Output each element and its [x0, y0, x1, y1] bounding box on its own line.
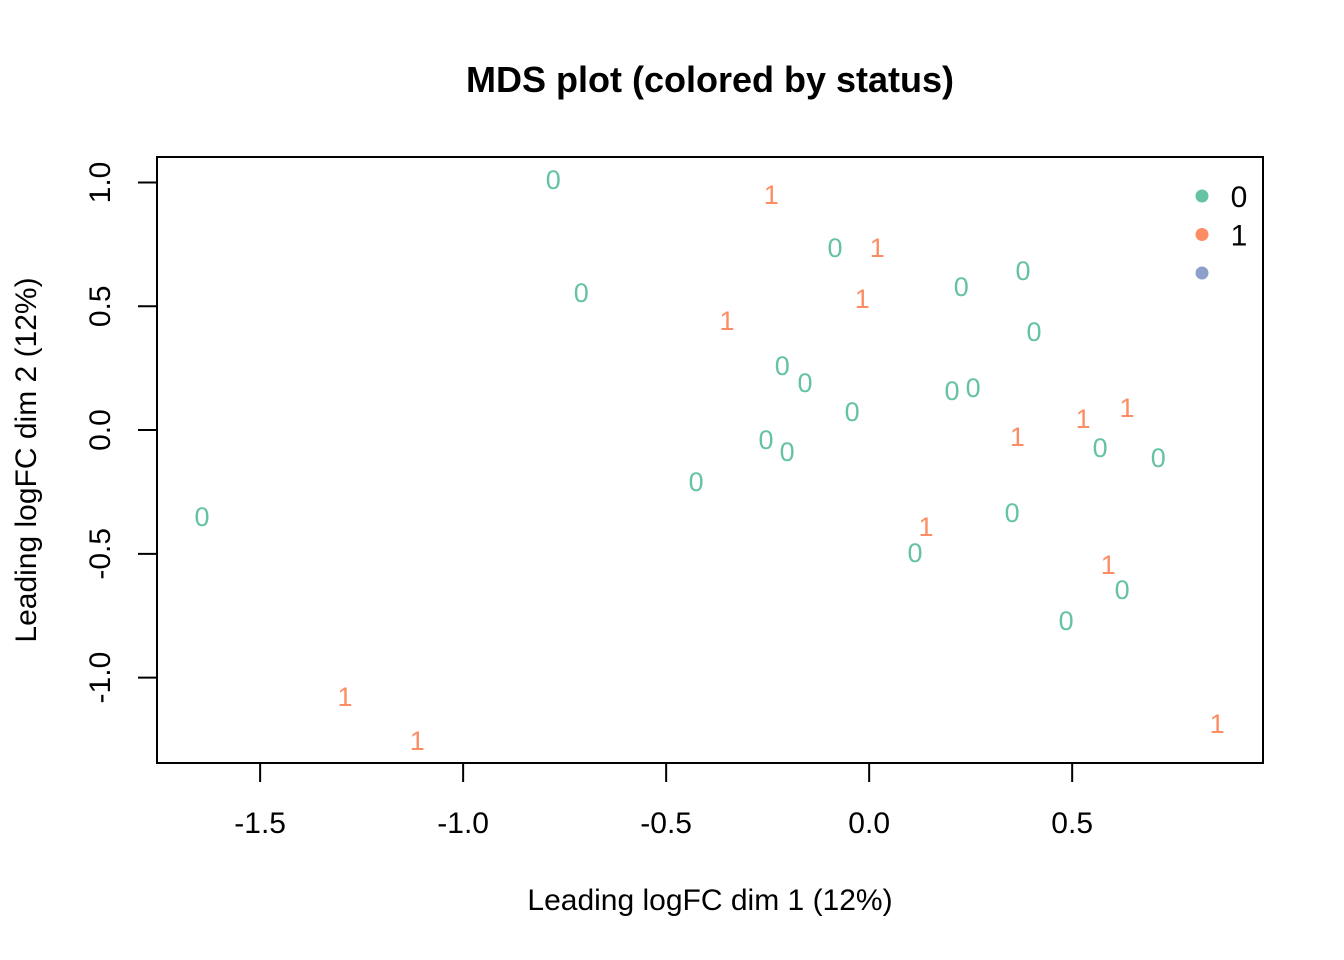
- point-label-0: 0: [546, 165, 561, 195]
- y-tick-label: 0.0: [84, 409, 117, 451]
- point-label-0: 0: [195, 502, 210, 532]
- y-axis-label: Leading logFC dim 2 (12%): [10, 277, 43, 642]
- x-tick-label: 0.0: [848, 807, 890, 840]
- point-label-1: 1: [720, 306, 735, 336]
- x-tick-label: 0.5: [1051, 807, 1093, 840]
- point-label-0: 0: [689, 467, 704, 497]
- legend-marker: [1195, 266, 1209, 280]
- plot-frame: [156, 156, 1264, 764]
- x-tick-label: -1.0: [437, 807, 489, 840]
- point-label-1: 1: [1010, 422, 1025, 452]
- point-label-0: 0: [797, 368, 812, 398]
- point-label-0: 0: [759, 425, 774, 455]
- point-label-0: 0: [966, 373, 981, 403]
- point-label-0: 0: [780, 437, 795, 467]
- point-label-1: 1: [410, 726, 425, 756]
- x-tick-label: -1.5: [234, 807, 286, 840]
- point-label-1: 1: [855, 284, 870, 314]
- point-label-0: 0: [1059, 606, 1074, 636]
- y-axis: -1.0 -0.5 0.0 0.5 1.0: [84, 162, 157, 704]
- y-tick-label: 1.0: [84, 162, 117, 204]
- chart-title: MDS plot (colored by status): [466, 59, 954, 100]
- point-label-0: 0: [1016, 256, 1031, 286]
- point-label-0: 0: [954, 272, 969, 302]
- point-label-0: 0: [1026, 317, 1041, 347]
- point-label-0: 0: [845, 397, 860, 427]
- point-label-0: 0: [574, 278, 589, 308]
- point-label-1: 1: [337, 682, 352, 712]
- y-tick-label: -0.5: [84, 528, 117, 580]
- point-label-0: 0: [1093, 433, 1108, 463]
- point-label-1: 1: [1119, 393, 1134, 423]
- y-tick-label: -1.0: [84, 652, 117, 704]
- point-label-0: 0: [1151, 443, 1166, 473]
- point-label-0: 0: [1005, 498, 1020, 528]
- point-label-1: 1: [870, 233, 885, 263]
- point-label-1: 1: [1076, 404, 1091, 434]
- point-label-0: 0: [1115, 575, 1130, 605]
- point-label-0: 0: [775, 351, 790, 381]
- legend-marker: [1195, 189, 1209, 203]
- point-label-0: 0: [828, 233, 843, 263]
- y-tick-label: 0.5: [84, 285, 117, 327]
- legend-label: 0: [1231, 181, 1248, 214]
- legend-marker: [1195, 228, 1209, 241]
- point-label-0: 0: [908, 538, 923, 568]
- point-label-1: 1: [764, 180, 779, 210]
- x-axis: -1.5 -1.0 -0.5 0.0 0.5: [234, 763, 1093, 840]
- point-label-1: 1: [1101, 550, 1116, 580]
- point-label-0: 0: [944, 376, 959, 406]
- x-tick-label: -0.5: [640, 807, 692, 840]
- point-label-1: 1: [918, 512, 933, 542]
- x-axis-label: Leading logFC dim 1 (12%): [527, 884, 892, 917]
- point-label-1: 1: [1210, 709, 1225, 739]
- legend: 01: [1195, 181, 1248, 280]
- legend-label: 1: [1231, 220, 1248, 253]
